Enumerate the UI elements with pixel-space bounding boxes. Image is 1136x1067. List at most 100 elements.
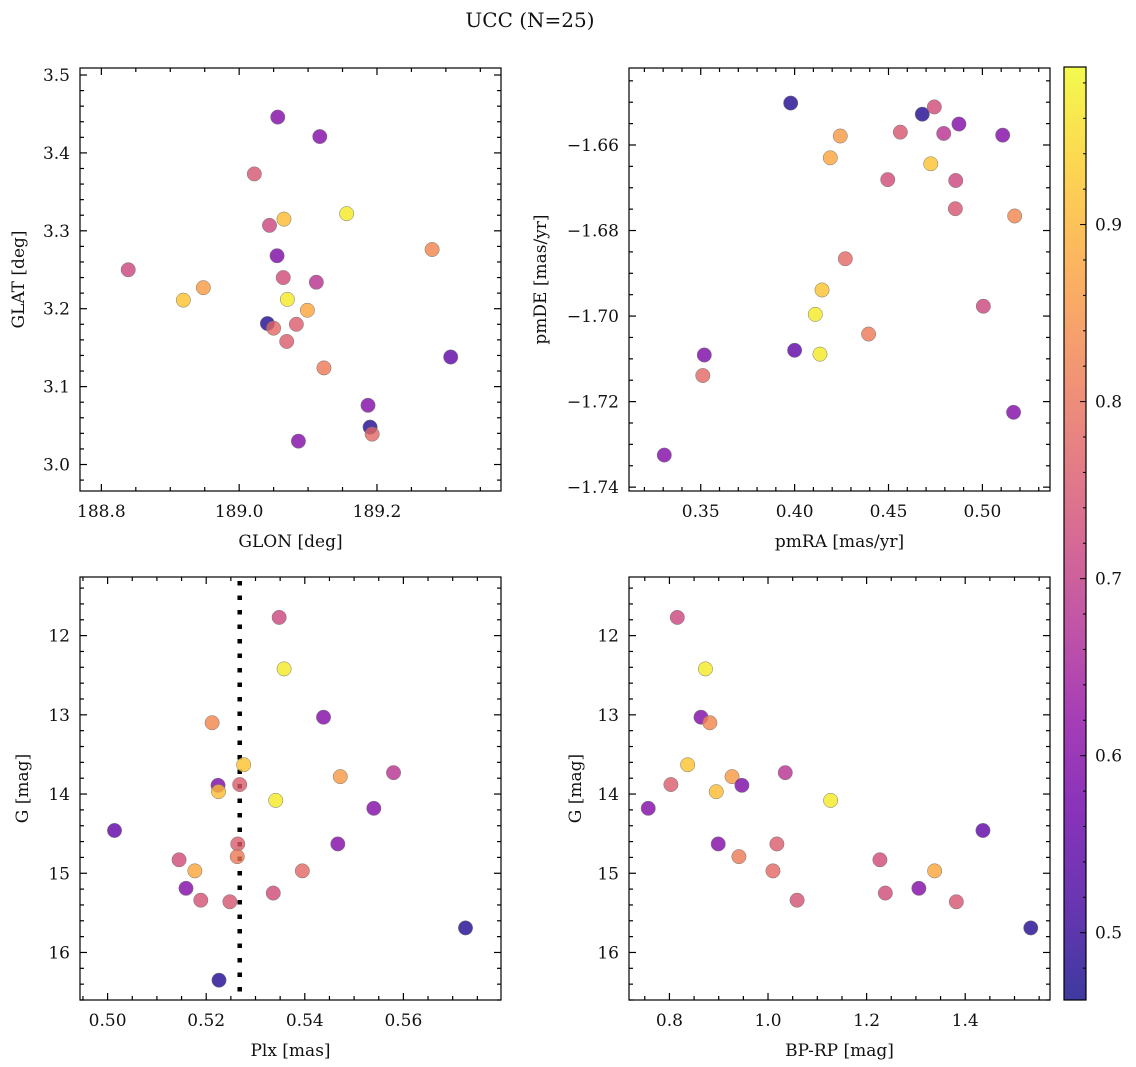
data-point bbox=[246, 166, 262, 182]
data-point bbox=[386, 765, 401, 781]
data-point bbox=[294, 863, 310, 879]
data-point bbox=[872, 852, 888, 868]
colorbar-frame bbox=[1063, 66, 1087, 1001]
y-tick-label: 16 bbox=[597, 943, 619, 963]
data-point bbox=[680, 757, 696, 773]
data-point bbox=[1007, 208, 1023, 224]
x-tick-label: 0.50 bbox=[89, 1011, 127, 1031]
y-tick-label: 3.3 bbox=[43, 222, 70, 242]
y-tick-label: 3.1 bbox=[43, 378, 70, 398]
data-point bbox=[1023, 920, 1039, 936]
data-point bbox=[187, 863, 203, 879]
data-point bbox=[299, 302, 315, 318]
colorbar: 0.5 0.6 0.7 0.8 0.9 bbox=[1063, 66, 1122, 1001]
data-point bbox=[832, 128, 848, 144]
x-tick-label: 0.35 bbox=[682, 502, 720, 522]
axes-frame bbox=[628, 67, 1051, 492]
axes-frame bbox=[628, 576, 1051, 1001]
data-point bbox=[265, 885, 281, 901]
data-point bbox=[316, 360, 332, 376]
colorbar-tick-label: 0.8 bbox=[1095, 393, 1122, 413]
data-point bbox=[266, 320, 282, 336]
y-tick-label: −1.74 bbox=[567, 478, 619, 498]
data-point bbox=[279, 333, 295, 349]
x-tick-label: 1.4 bbox=[952, 1011, 979, 1031]
panel-pmra-pmde: 0.35 0.40 0.45 0.50 −1.74 −1.72 −1.70 −1.68 −1.6… bbox=[531, 67, 1051, 552]
data-point bbox=[911, 880, 927, 896]
data-point bbox=[697, 661, 713, 677]
data-point bbox=[222, 894, 238, 910]
y-axis-label: G [mag] bbox=[566, 754, 586, 823]
x-tick-label: 0.54 bbox=[286, 1011, 324, 1031]
data-point bbox=[193, 892, 209, 908]
data-point bbox=[947, 201, 963, 217]
data-point bbox=[276, 661, 292, 677]
data-point bbox=[332, 769, 348, 785]
data-point bbox=[232, 777, 248, 792]
data-point bbox=[308, 274, 324, 290]
data-point bbox=[861, 326, 877, 342]
data-point bbox=[268, 792, 284, 808]
data-point bbox=[724, 769, 740, 785]
data-point bbox=[936, 125, 952, 141]
data-point bbox=[279, 291, 295, 307]
data-point bbox=[316, 709, 331, 725]
data-point bbox=[290, 433, 306, 449]
data-point bbox=[731, 849, 747, 865]
data-point bbox=[195, 280, 211, 296]
data-point bbox=[995, 127, 1011, 143]
data-point bbox=[663, 777, 679, 792]
x-axis-label: Plx [mas] bbox=[250, 1041, 330, 1061]
y-axis-label: G [mag] bbox=[13, 754, 33, 823]
panel-plx-g: 0.50 0.52 0.54 0.56 12 13 14 15 16 Plx [mas] G [ma… bbox=[13, 576, 502, 1061]
x-axis-label: pmRA [mas/yr] bbox=[775, 532, 904, 552]
colorbar-gradient bbox=[1064, 67, 1086, 1000]
data-point bbox=[702, 715, 718, 731]
ticks bbox=[629, 68, 1050, 491]
data-point bbox=[656, 447, 672, 463]
data-point bbox=[339, 206, 355, 222]
y-tick-label: 12 bbox=[597, 627, 619, 647]
panel-bprp-g: 0.8 1.0 1.2 1.4 12 13 14 15 16 BP-RP [mag] G [mag] bbox=[566, 576, 1051, 1061]
data-point bbox=[951, 116, 967, 132]
data-point bbox=[229, 849, 245, 865]
y-tick-label: 3.5 bbox=[43, 66, 70, 86]
scatter-points bbox=[656, 95, 1023, 463]
data-point bbox=[288, 316, 304, 332]
axes-frame bbox=[79, 67, 502, 492]
x-tick-label: 189.2 bbox=[353, 502, 402, 522]
data-point bbox=[236, 757, 252, 773]
data-point bbox=[927, 863, 943, 879]
data-point bbox=[669, 609, 685, 625]
data-point bbox=[710, 836, 726, 852]
data-point bbox=[914, 106, 930, 122]
data-point bbox=[204, 715, 220, 731]
y-tick-label: 13 bbox=[48, 706, 70, 726]
x-tick-label: 189.0 bbox=[215, 502, 264, 522]
data-point bbox=[276, 211, 292, 227]
data-point bbox=[812, 346, 828, 362]
y-tick-label: 15 bbox=[597, 864, 619, 884]
x-tick-label: 0.56 bbox=[384, 1011, 422, 1031]
colorbar-tick-label: 0.5 bbox=[1095, 924, 1122, 944]
y-tick-label: 15 bbox=[48, 864, 70, 884]
data-point bbox=[769, 836, 785, 852]
y-tick-label: −1.66 bbox=[567, 136, 619, 156]
data-point bbox=[269, 248, 285, 264]
data-point bbox=[640, 800, 656, 816]
data-point bbox=[814, 282, 830, 298]
x-tick-label: 1.2 bbox=[853, 1011, 880, 1031]
data-point bbox=[312, 129, 328, 145]
data-point bbox=[178, 880, 194, 896]
data-point bbox=[892, 124, 908, 140]
data-point bbox=[877, 885, 893, 901]
data-point bbox=[171, 852, 187, 868]
colorbar-tick-label: 0.6 bbox=[1095, 747, 1122, 767]
data-point bbox=[175, 292, 191, 308]
data-point bbox=[366, 800, 382, 816]
data-point bbox=[807, 306, 823, 322]
ticks bbox=[80, 68, 501, 491]
y-tick-label: 3.0 bbox=[43, 456, 70, 476]
y-tick-label: −1.72 bbox=[567, 393, 619, 413]
